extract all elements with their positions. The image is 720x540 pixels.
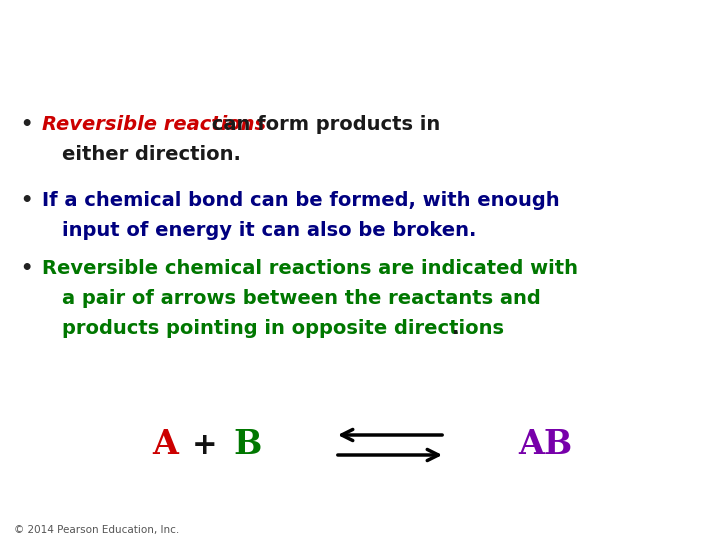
Text: 5.3 Overview of Chemical Reactions: 5.3 Overview of Chemical Reactions (13, 12, 546, 38)
Text: a pair of arrows between the reactants and: a pair of arrows between the reactants a… (62, 288, 541, 307)
Text: can form products in: can form products in (205, 116, 440, 134)
Text: B: B (234, 429, 262, 462)
Text: Reversible chemical reactions are indicated with: Reversible chemical reactions are indica… (42, 259, 578, 278)
Text: •: • (20, 116, 32, 134)
Text: If a chemical bond can be formed, with enough: If a chemical bond can be formed, with e… (42, 191, 559, 210)
Text: AB: AB (518, 429, 572, 462)
Text: either direction.: either direction. (62, 145, 241, 165)
Text: .: . (452, 319, 459, 338)
Text: A: A (152, 429, 178, 462)
Text: © 2014 Pearson Education, Inc.: © 2014 Pearson Education, Inc. (14, 525, 179, 535)
Text: Reversible reactions: Reversible reactions (42, 116, 266, 134)
Text: •: • (20, 259, 32, 278)
Text: products pointing in opposite directions: products pointing in opposite directions (62, 319, 504, 338)
Text: +: + (192, 430, 218, 460)
Text: input of energy it can also be broken.: input of energy it can also be broken. (62, 220, 477, 240)
Text: •: • (20, 191, 32, 210)
